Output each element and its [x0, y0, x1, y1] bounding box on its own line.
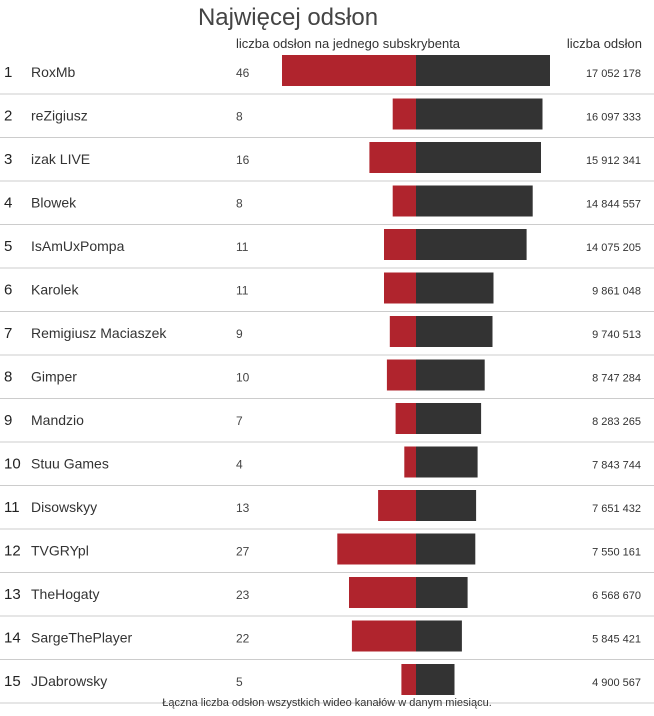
channel-name-label: Remigiusz Maciaszek [31, 325, 167, 341]
channel-name-label: JDabrowsky [31, 673, 107, 689]
ratio-value-label: 11 [236, 284, 249, 298]
views-value-label: 16 097 333 [586, 112, 641, 124]
views-bar [416, 577, 468, 608]
views-value-label: 15 912 341 [586, 155, 641, 167]
ratio-value-label: 5 [236, 675, 243, 689]
views-bar [416, 403, 482, 434]
channel-name-label: Gimper [31, 369, 77, 385]
ratio-bar [401, 664, 416, 695]
ratio-bar [349, 577, 416, 608]
ratio-value-label: 22 [236, 632, 250, 646]
views-value-label: 14 075 205 [586, 242, 641, 254]
chart-title: Najwięcej odsłon [197, 4, 379, 31]
ratio-value-label: 8 [236, 197, 243, 211]
views-value-label: 17 052 178 [586, 68, 641, 80]
rank-label: 8 [4, 369, 12, 386]
views-value-label: 7 843 744 [592, 460, 641, 472]
rank-label: 9 [4, 412, 12, 429]
channel-name-label: izak LIVE [31, 151, 90, 167]
views-bar [416, 229, 527, 260]
ratio-value-label: 46 [236, 66, 250, 80]
rank-label: 3 [4, 151, 12, 168]
ratio-value-label: 7 [236, 414, 243, 428]
ratio-value-label: 10 [236, 371, 250, 385]
ratio-bar [337, 533, 416, 565]
ratio-bar [392, 185, 416, 217]
views-value-label: 9 861 048 [592, 286, 641, 298]
views-value-label: 9 740 513 [592, 329, 641, 341]
ratio-value-label: 4 [236, 458, 243, 472]
views-bar [416, 533, 476, 565]
ratio-bar [392, 98, 416, 130]
views-bar [416, 664, 455, 695]
views-bar [416, 359, 485, 391]
ratio-value-label: 11 [236, 240, 249, 254]
views-bar [416, 316, 493, 347]
ratio-bar [404, 446, 416, 478]
channel-name-label: IsAmUxPompa [31, 238, 125, 254]
channel-name-label: TheHogaty [31, 586, 99, 602]
ratio-column-header: liczba odsłon na jednego subskrybenta [236, 36, 461, 51]
channel-name-label: Mandzio [31, 412, 84, 428]
views-value-label: 14 844 557 [586, 199, 641, 211]
views-bar [416, 446, 478, 478]
channel-name-label: SargeThePlayer [31, 630, 133, 646]
channel-name-label: RoxMb [31, 64, 76, 80]
channel-name-label: Karolek [31, 282, 79, 298]
views-value-label: 7 550 161 [592, 547, 641, 559]
ratio-bar [351, 620, 416, 652]
ratio-value-label: 27 [236, 545, 250, 559]
rank-label: 11 [4, 499, 20, 516]
views-bar [416, 142, 541, 173]
rank-label: 14 [4, 630, 21, 647]
views-bar [416, 98, 543, 130]
views-value-label: 5 845 421 [592, 634, 641, 646]
views-value-label: 8 283 265 [592, 416, 641, 428]
rank-label: 5 [4, 238, 12, 255]
views-bar [416, 490, 477, 521]
ratio-value-label: 23 [236, 588, 250, 602]
ratio-bar [395, 403, 416, 434]
views-column-header: liczba odsłon [566, 36, 642, 51]
channel-name-label: Stuu Games [31, 456, 109, 472]
ratio-value-label: 8 [236, 110, 243, 124]
rank-label: 7 [4, 325, 12, 342]
channel-name-label: Disowskyy [31, 499, 97, 515]
ratio-bar [369, 142, 416, 173]
views-value-label: 4 900 567 [592, 677, 641, 689]
views-bar [416, 55, 550, 86]
ratio-bar [378, 490, 416, 521]
ratio-bar [384, 229, 416, 260]
views-bar [416, 620, 462, 652]
channel-name-label: TVGRYpl [31, 543, 89, 559]
views-value-label: 6 568 670 [592, 590, 641, 602]
channel-name-label: Blowek [31, 195, 77, 211]
channel-name-label: reZigiusz [31, 108, 88, 124]
ratio-bar [384, 272, 416, 304]
chart-footnote: Łączna liczba odsłon wszystkich wideo ka… [162, 697, 492, 709]
rank-label: 10 [4, 456, 21, 473]
views-bar [416, 185, 533, 217]
ratio-bar [386, 359, 416, 391]
views-value-label: 8 747 284 [592, 373, 641, 385]
ratio-bar [389, 316, 416, 347]
rank-label: 15 [4, 673, 21, 690]
rank-label: 1 [4, 64, 12, 81]
ratio-value-label: 16 [236, 153, 250, 167]
ratio-bar [282, 55, 416, 86]
ratio-value-label: 13 [236, 501, 250, 515]
views-bar [416, 272, 494, 304]
rank-label: 6 [4, 282, 12, 299]
rank-label: 4 [4, 195, 12, 212]
rank-label: 13 [4, 586, 21, 603]
views-value-label: 7 651 432 [592, 503, 641, 515]
ratio-value-label: 9 [236, 327, 243, 341]
rank-label: 2 [4, 108, 12, 125]
rank-label: 12 [4, 543, 21, 560]
